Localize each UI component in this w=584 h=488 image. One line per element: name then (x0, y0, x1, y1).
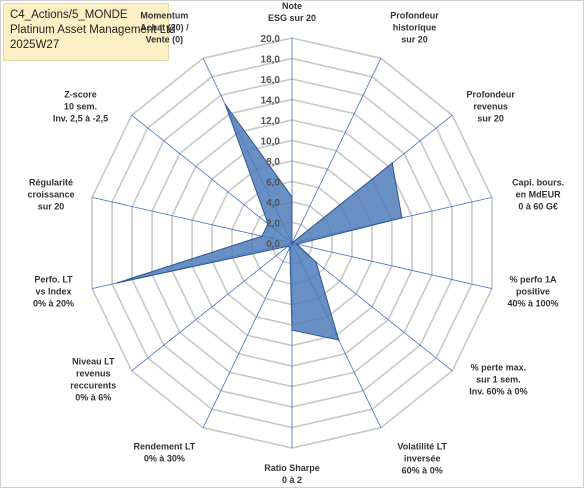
tick-label: 0,0 (266, 239, 280, 250)
chart-title-box: C4_Actions/5_MONDE Platinum Asset Manage… (3, 3, 176, 61)
axis-label-line: Niveau LT (72, 357, 115, 367)
data-point (315, 261, 317, 264)
data-point (337, 339, 340, 341)
title-line-company: Platinum Asset Management Ltd (10, 24, 176, 36)
tick-label: 8,0 (266, 157, 280, 168)
axis-label: Profondeur revenus sur 20 (466, 90, 515, 124)
tick-label: 12,0 (261, 116, 281, 127)
axis-spoke (291, 58, 382, 244)
axis-label: Capi. bours. en MdEUR 0 à 60 G€ (512, 177, 564, 211)
axis-label-line: Inv. 2,5 à -2,5 (53, 114, 108, 124)
tick-label: 18,0 (261, 55, 281, 66)
title-line-category: C4_Actions/5_MONDE (10, 9, 128, 21)
axis-label-line: sur 20 (401, 35, 428, 45)
tick-label: 10,0 (261, 137, 281, 148)
axis-label-line: 60% à 0% (402, 465, 443, 475)
radial-tick-labels: 0,0 2,0 4,0 6,0 8,0 10,0 12,0 14,0 16,0 18,0 20,0 (261, 34, 281, 250)
axis-label: % perfo 1A positive 40% à 100% (507, 275, 558, 309)
axis-label-line: Profondeur (390, 11, 439, 21)
axis-label-line: 0% à 30% (144, 453, 185, 463)
axis-label-line: sur 20 (38, 201, 65, 211)
axis-label-line: Profondeur (466, 90, 515, 100)
tick-label: 2,0 (266, 219, 280, 230)
axis-label-line: Ratio Sharpe (264, 463, 320, 473)
axis-labels: Note ESG sur 20 Profondeur historique sur 20… (27, 1, 564, 485)
data-point (291, 242, 293, 244)
data-point (401, 217, 403, 219)
axis-label-line: 0% à 6% (75, 393, 111, 403)
tick-label: 14,0 (261, 96, 281, 107)
axis-label: Régularité croissance sur 20 (27, 177, 74, 211)
axis-label: Niveau LT revenus reccurents 0% à 6% (70, 357, 116, 403)
axis-label-line: sur 20 (477, 114, 504, 124)
axis-label-line: Inv. 60% à 0% (469, 387, 527, 397)
axis-label: Volatilité LT inversée 60% à 0% (397, 441, 447, 475)
axis-label-line: Momentum (140, 11, 188, 21)
axis-label-line: croissance (27, 189, 74, 199)
axis-label-line: revenus (76, 369, 111, 379)
axis-label-line: inversée (404, 453, 441, 463)
data-point (224, 103, 227, 106)
data-point (391, 162, 394, 164)
axis-label: Profondeur historique sur 20 (390, 11, 439, 45)
axis-label-line: Achat (20) / (140, 23, 189, 33)
axis-label-line: 10 sem. (64, 102, 97, 112)
axis-label-line: % perfo 1A (509, 275, 557, 285)
axis-label: Perfo. LT vs Index 0% à 20% (33, 275, 74, 309)
axis-label-line: revenus (473, 102, 508, 112)
axis-label-line: positive (516, 287, 550, 297)
axis-label: Ratio Sharpe 0 à 2 (264, 463, 320, 485)
data-point (291, 329, 293, 331)
axis-label: Z-score 10 sem. Inv. 2,5 à -2,5 (53, 90, 108, 124)
axis-spoke (131, 114, 293, 244)
axis-label-line: Volatilité LT (397, 441, 447, 451)
axis-spoke (202, 242, 293, 428)
data-point (261, 235, 263, 237)
data-point (291, 196, 293, 198)
tick-label: 16,0 (261, 75, 281, 86)
axis-label-line: Capi. bours. (512, 177, 564, 187)
axis-spoke (291, 242, 453, 372)
axis-label-line: Rendement LT (133, 441, 195, 451)
radar-series (116, 103, 403, 341)
tick-label: 4,0 (266, 198, 280, 209)
tick-label: 6,0 (266, 178, 280, 189)
axis-label-line: vs Index (35, 287, 71, 297)
data-point (116, 282, 118, 284)
axis-spoke (131, 242, 293, 372)
axis-label-line: ESG sur 20 (268, 13, 316, 23)
axis-label: Rendement LT 0% à 30% (133, 441, 195, 463)
axis-label-line: sur 1 sem. (476, 375, 521, 385)
axis-label: % perte max. sur 1 sem. Inv. 60% à 0% (469, 363, 527, 397)
data-point (289, 246, 291, 249)
axis-label-line: 0 à 2 (282, 475, 302, 485)
axis-spoke (92, 197, 293, 244)
axis-spoke (291, 242, 492, 289)
axis-label-line: en MdEUR (516, 189, 562, 199)
title-line-period: 2025W27 (10, 39, 60, 51)
axis-label-line: historique (393, 23, 437, 33)
data-point (296, 243, 298, 245)
axis-label-line: reccurents (70, 381, 116, 391)
axis-label-line: 0% à 20% (33, 299, 74, 309)
axis-label-line: % perte max. (471, 363, 527, 373)
data-point (287, 245, 289, 247)
data-point (267, 223, 269, 225)
series-area (116, 104, 403, 341)
tick-label: 20,0 (261, 34, 281, 45)
axis-label: Note ESG sur 20 (268, 1, 316, 23)
axis-label-line: Note (282, 1, 302, 11)
axis-label-line: Z-score (64, 90, 97, 100)
axis-label-line: Régularité (29, 177, 73, 187)
axis-label: Momentum Achat (20) / Vente (0) (140, 11, 189, 45)
axis-label-line: Perfo. LT (34, 275, 73, 285)
axis-label-line: 40% à 100% (507, 299, 558, 309)
axis-label-line: 0 à 60 G€ (518, 201, 558, 211)
axis-label-line: Vente (0) (146, 35, 184, 45)
